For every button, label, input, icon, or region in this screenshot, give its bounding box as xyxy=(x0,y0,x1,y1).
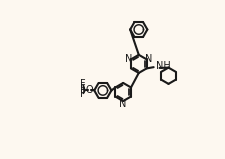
Text: NH: NH xyxy=(155,61,170,71)
Text: F: F xyxy=(79,84,85,94)
Text: N: N xyxy=(144,54,151,64)
Text: F: F xyxy=(79,89,85,99)
Text: N: N xyxy=(119,99,126,109)
Text: F: F xyxy=(79,79,85,89)
Text: O: O xyxy=(85,85,93,95)
Text: N: N xyxy=(125,54,132,64)
